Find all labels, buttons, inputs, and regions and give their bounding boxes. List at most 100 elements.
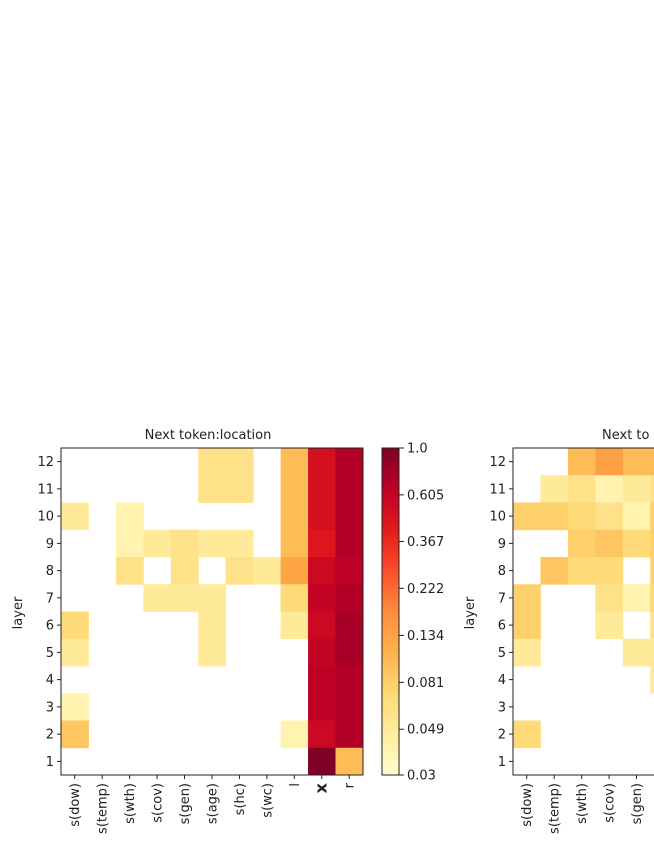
y-tick-label: 7 <box>498 591 506 606</box>
heatmap-cell <box>335 638 364 667</box>
heatmap-cell <box>335 557 364 585</box>
heatmap-cell <box>225 475 254 503</box>
heatmap-cell <box>513 611 541 640</box>
y-ticks: 12 11 10 9 8 7 6 5 4 3 2 1 <box>37 455 61 770</box>
y-tick-label: 11 <box>489 482 506 497</box>
heatmap-cell <box>198 638 227 667</box>
y-tick-label: 4 <box>498 673 506 688</box>
heatmap-cell <box>622 584 651 612</box>
heatmap-cells <box>513 448 654 749</box>
heatmap-cell <box>335 747 364 776</box>
colorbar-tick-label: 0.605 <box>407 488 444 503</box>
x-tick-label: s(dow) <box>68 783 83 827</box>
heatmap-cell <box>225 557 254 585</box>
heatmap-cell <box>198 529 227 558</box>
heatmap-cell <box>61 720 89 749</box>
heatmap-cell <box>115 557 144 585</box>
heatmap-cell <box>567 502 596 531</box>
heatmap-cell <box>567 557 596 585</box>
x-tick-label: s(hc) <box>233 783 248 815</box>
heatmap-cell <box>567 448 596 476</box>
heatmap-cell <box>595 448 624 476</box>
y-tick-label: 5 <box>498 646 506 661</box>
heatmap-cell <box>280 720 309 749</box>
colorbar-ticks: 1.0 0.605 0.367 0.222 0.134 0.081 0.049 0.03 <box>399 442 444 784</box>
heatmap-cell <box>540 502 569 531</box>
y-tick-label: 3 <box>46 700 54 715</box>
heatmap-cell <box>650 638 654 667</box>
x-tick-label: s(wc) <box>260 783 275 818</box>
heatmap-cell <box>280 557 309 585</box>
y-tick-label: 2 <box>46 728 54 743</box>
x-tick-label: l <box>288 783 303 787</box>
heatmap-cell <box>143 584 172 612</box>
y-tick-label: 12 <box>37 455 54 470</box>
heatmap-cell <box>170 529 199 558</box>
y-tick-label: 6 <box>498 619 506 634</box>
heatmap-cell <box>335 666 364 694</box>
heatmap-cell <box>595 502 624 531</box>
y-tick-label: 10 <box>37 510 54 525</box>
heatmap-cell <box>595 529 624 558</box>
heatmap-cell <box>335 475 364 503</box>
heatmap-cell <box>595 584 624 612</box>
heatmap-cell <box>335 693 364 721</box>
heatmap-cell <box>513 584 541 612</box>
heatmap-cell <box>622 529 651 558</box>
heatmap-cell <box>308 448 336 476</box>
chart-title: Next to <box>602 428 650 443</box>
y-tick-label: 4 <box>46 673 54 688</box>
heatmap-cell <box>308 693 336 721</box>
y-tick-label: 10 <box>489 510 506 525</box>
heatmap-cell <box>308 584 336 612</box>
heatmap-cell <box>622 448 651 476</box>
heatmap-cell <box>595 557 624 585</box>
colorbar-tick-label: 0.049 <box>407 723 444 738</box>
heatmap-cell <box>335 584 364 612</box>
heatmap-cell <box>253 557 281 585</box>
heatmap-cell <box>650 448 654 476</box>
heatmap-cell <box>308 638 336 667</box>
colorbar-gradient <box>381 447 400 776</box>
heatmap-cell <box>335 502 364 531</box>
heatmap-cell <box>513 502 541 531</box>
heatmap-cell <box>650 475 654 503</box>
y-tick-label: 7 <box>46 591 54 606</box>
heatmap-cell <box>280 529 309 558</box>
heatmap-cells <box>61 448 364 776</box>
heatmap-cell <box>308 502 336 531</box>
heatmap-cell <box>622 638 651 667</box>
heatmap-cell <box>308 720 336 749</box>
y-tick-label: 8 <box>498 564 506 579</box>
heatmap-cell <box>308 611 336 640</box>
heatmap-cell <box>280 448 309 476</box>
heatmap-cell <box>225 529 254 558</box>
heatmap-cell <box>61 502 89 531</box>
y-tick-label: 2 <box>498 728 506 743</box>
y-tick-label: 9 <box>498 537 506 552</box>
heatmap-cell <box>61 638 89 667</box>
colorbar-tick-label: 0.222 <box>407 582 444 597</box>
y-axis-label: layer <box>11 596 26 629</box>
heatmap-cell <box>567 529 596 558</box>
heatmap-cell <box>335 448 364 476</box>
y-tick-label: 12 <box>489 455 506 470</box>
y-tick-label: 8 <box>46 564 54 579</box>
heatmap-cell <box>280 475 309 503</box>
y-tick-label: 5 <box>46 646 54 661</box>
heatmap-cell <box>540 557 569 585</box>
heatmap-cell <box>198 475 227 503</box>
heatmap-cell <box>513 720 541 749</box>
heatmap-panel-location: Next token:location layer 12 11 10 9 8 7 6 5 4 3 2… <box>11 428 364 834</box>
plot-frame <box>512 447 654 776</box>
colorbar-tick-label: 1.0 <box>407 442 428 457</box>
y-tick-label: 1 <box>498 755 506 770</box>
x-tick-label: s(gen) <box>630 783 645 824</box>
heatmap-cell <box>650 557 654 585</box>
heatmap-cell <box>143 529 172 558</box>
y-tick-label: 9 <box>46 537 54 552</box>
heatmap-cell <box>170 557 199 585</box>
x-ticks: s(dow) s(temp) s(wth) s(cov) s(gen) <box>520 775 645 834</box>
heatmap-cell <box>335 529 364 558</box>
